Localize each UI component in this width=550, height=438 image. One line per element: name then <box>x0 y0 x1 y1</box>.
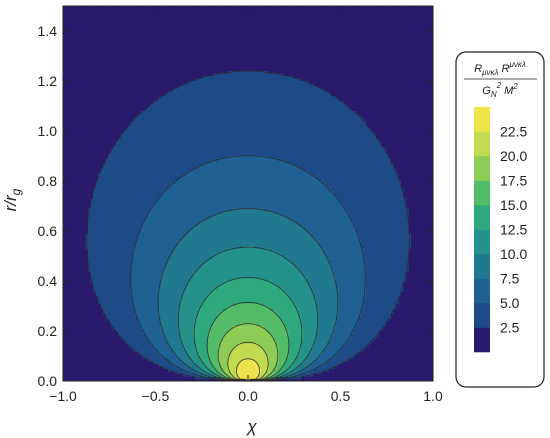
legend-label: 20.0 <box>500 148 527 164</box>
legend-swatch <box>474 107 490 132</box>
y-tick-label: 1.0 <box>38 123 58 139</box>
contour-line-1 <box>130 155 366 381</box>
y-tick-label: 0.8 <box>38 173 58 189</box>
x-tick-label: 0.5 <box>331 388 351 404</box>
legend-label: 5.0 <box>500 295 520 311</box>
legend-swatch <box>474 205 490 230</box>
legend: Rμνκλ Rμνκλ GN2 M2 2.55.07.510.012.515.0… <box>455 51 545 388</box>
y-tick-label: 0.0 <box>38 373 58 389</box>
legend-labels: 2.5 5.0 7.5 10.0 12.5 15.0 17.5 20.0 22.5 <box>500 124 527 336</box>
legend-swatch <box>474 278 490 304</box>
contour-line-5 <box>206 302 290 381</box>
contour-line-2 <box>157 208 339 381</box>
y-tick-label: 0.2 <box>38 323 58 339</box>
contour-line-3 <box>177 246 319 381</box>
x-axis: −1.0 −0.5 0.0 0.5 1.0 <box>49 6 443 404</box>
plot-area <box>63 6 433 381</box>
x-tick-label: −0.5 <box>142 388 170 404</box>
contour-band-3 <box>158 208 339 380</box>
y-tick-label: 0.6 <box>38 223 58 239</box>
legend-swatch <box>474 156 490 181</box>
legend-label: 12.5 <box>500 222 527 238</box>
legend-label: 2.5 <box>500 320 520 336</box>
legend-swatch <box>474 303 490 328</box>
y-tick-label: 1.4 <box>38 23 58 39</box>
legend-swatch <box>474 254 490 279</box>
y-tick-label: 0.4 <box>38 273 58 289</box>
contour-band-2 <box>130 156 367 380</box>
contour-band-1 <box>85 71 412 380</box>
contour-line-4 <box>193 277 303 381</box>
contour-line-0 <box>86 70 410 381</box>
contour-line-6 <box>217 323 279 381</box>
x-tick-label: 0.0 <box>238 388 258 404</box>
legend-label: 7.5 <box>500 271 520 287</box>
contour-lines <box>86 70 410 381</box>
legend-swatch <box>474 180 490 206</box>
legend-box <box>455 51 545 388</box>
legend-label: 22.5 <box>500 124 527 140</box>
y-axis: 0.0 0.2 0.4 0.6 0.8 1.0 1.2 1.4 <box>38 5 433 389</box>
x-axis-title: χ <box>245 417 257 436</box>
x-tick-label: −1.0 <box>49 388 77 404</box>
legend-swatches <box>474 107 490 353</box>
legend-swatch <box>474 131 490 157</box>
contour-band-5 <box>193 278 304 381</box>
y-axis-title: r/rg <box>1 188 23 211</box>
contour-line-8 <box>235 358 261 381</box>
contour-band-0 <box>63 6 433 381</box>
legend-swatch <box>474 229 490 255</box>
y-tick-label: 1.2 <box>38 73 58 89</box>
legend-label: 17.5 <box>500 173 527 189</box>
legend-label: 10.0 <box>500 246 527 262</box>
legend-swatch <box>474 327 490 353</box>
legend-label: 15.0 <box>500 197 527 213</box>
x-tick-label: 1.0 <box>423 388 443 404</box>
